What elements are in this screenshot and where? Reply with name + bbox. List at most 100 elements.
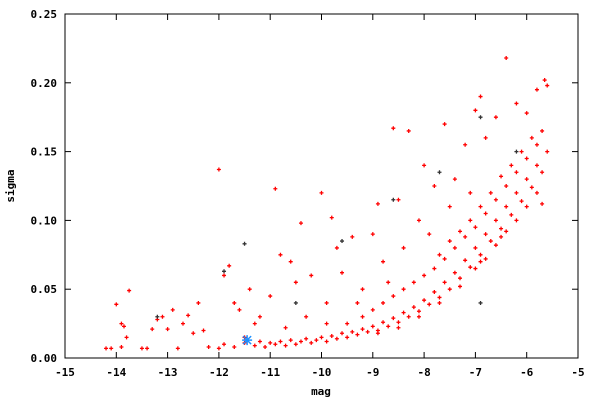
data-point-series-0 (468, 190, 473, 195)
data-point-series-0 (288, 259, 293, 264)
data-point-series-0 (355, 332, 360, 337)
data-point-series-0 (545, 149, 550, 154)
data-point-series-0 (186, 313, 191, 318)
data-point-series-0 (514, 170, 519, 175)
data-point-series-0 (119, 344, 124, 349)
data-point-series-0 (534, 87, 539, 92)
data-point-series-0 (463, 258, 468, 263)
data-point-series-0 (529, 135, 534, 140)
data-point-series-0 (360, 287, 365, 292)
data-point-series-0 (483, 135, 488, 140)
data-point-series-0 (370, 324, 375, 329)
data-point-series-0 (483, 232, 488, 237)
data-point-series-0 (504, 204, 509, 209)
data-point-series-0 (170, 307, 175, 312)
data-point-series-1 (391, 197, 396, 202)
data-point-series-0 (493, 218, 498, 223)
data-point-series-0 (345, 321, 350, 326)
data-point-series-0 (406, 128, 411, 133)
data-point-series-0 (509, 212, 514, 217)
data-point-series-0 (473, 225, 478, 230)
data-point-series-0 (391, 126, 396, 131)
data-point-series-1 (478, 115, 483, 120)
data-point-series-0 (447, 287, 452, 292)
data-point-series-0 (124, 335, 129, 340)
data-point-series-1 (242, 241, 247, 246)
data-point-series-0 (319, 190, 324, 195)
x-tick-label: -10 (312, 366, 332, 379)
data-point-series-0 (519, 199, 524, 204)
data-point-series-0 (468, 265, 473, 270)
data-point-series-1 (340, 239, 345, 244)
data-point-series-0 (314, 338, 319, 343)
data-point-series-0 (309, 340, 314, 345)
data-point-series-0 (509, 163, 514, 168)
data-point-series-0 (504, 229, 509, 234)
data-point-series-0 (109, 346, 114, 351)
x-tick-label: -11 (260, 366, 280, 379)
data-point-series-0 (381, 320, 386, 325)
x-tick-label: -15 (55, 366, 75, 379)
data-point-series-0 (483, 256, 488, 261)
data-point-series-0 (488, 190, 493, 195)
data-point-series-0 (252, 321, 257, 326)
data-point-series-0 (493, 243, 498, 248)
data-point-series-0 (534, 190, 539, 195)
data-point-series-0 (191, 331, 196, 336)
data-point-series-0 (540, 128, 545, 133)
x-tick-label: -6 (520, 366, 534, 379)
data-point-series-0 (432, 184, 437, 188)
data-point-series-0 (416, 218, 421, 223)
y-tick-label: 0.15 (31, 146, 58, 159)
data-point-series-0 (458, 284, 463, 289)
data-point-series-0 (222, 273, 227, 278)
data-point-series-0 (386, 324, 391, 329)
data-point-series-0 (534, 142, 539, 147)
plot-frame (64, 13, 579, 359)
data-point-series-0 (114, 302, 119, 307)
data-point-series-0 (340, 270, 345, 275)
data-point-series-0 (422, 273, 427, 278)
x-axis-label: mag (311, 385, 331, 398)
data-point-series-0 (499, 234, 504, 239)
data-point-series-0 (422, 298, 427, 303)
data-point-series-0 (463, 234, 468, 239)
data-point-series-0 (237, 307, 242, 312)
data-point-series-0 (473, 245, 478, 250)
data-point-series-0 (283, 343, 288, 348)
data-point-series-0 (334, 336, 339, 341)
y-axis-label: sigma (4, 169, 17, 202)
data-point-series-0 (473, 108, 478, 113)
data-point-series-0 (309, 273, 314, 278)
data-point-series-0 (411, 305, 416, 310)
data-point-series-0 (540, 201, 545, 206)
data-point-series-0 (355, 300, 360, 305)
data-point-series-0 (247, 287, 252, 292)
data-point-series-0 (304, 336, 309, 341)
data-point-series-0 (227, 263, 232, 268)
y-tick-label: 0.00 (31, 352, 58, 365)
data-point-series-0 (493, 197, 498, 202)
data-point-series-0 (375, 201, 380, 206)
data-point-series-0 (401, 287, 406, 292)
x-tick-label: -13 (158, 366, 178, 379)
data-point-series-0 (401, 310, 406, 315)
data-point-series-0 (329, 333, 334, 338)
data-point-series-0 (524, 156, 529, 161)
data-point-series-0 (268, 294, 273, 299)
data-point-series-0 (401, 245, 406, 250)
data-point-series-1 (155, 314, 160, 319)
data-point-series-0 (334, 245, 339, 250)
data-point-series-0 (422, 163, 427, 168)
data-point-series-0 (542, 78, 547, 83)
data-point-series-0 (298, 221, 303, 226)
data-point-series-0 (473, 266, 478, 271)
data-point-series-0 (104, 346, 109, 351)
data-point-series-0 (365, 329, 370, 334)
data-point-series-0 (493, 115, 498, 120)
data-point-series-0 (324, 300, 329, 305)
data-point-series-0 (458, 276, 463, 281)
data-point-series-0 (150, 327, 155, 332)
data-point-series-0 (263, 344, 268, 349)
data-point-series-0 (386, 280, 391, 285)
